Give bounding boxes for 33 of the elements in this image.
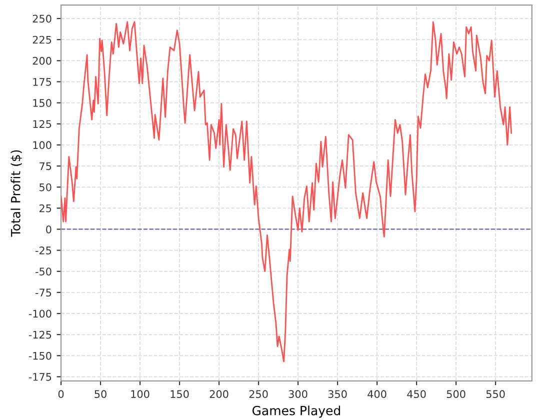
y-tick-label: 75: [40, 162, 52, 170]
y-tick-label: -175: [28, 373, 52, 381]
y-tick-label: -125: [28, 330, 52, 339]
x-tick-label: 0: [58, 390, 64, 398]
x-tick-label: 200: [210, 390, 228, 398]
y-tick-label: 200: [32, 56, 52, 65]
y-tick-label: -25: [35, 246, 52, 254]
x-tick-label: 550: [486, 390, 505, 398]
y-tick-label: 100: [33, 141, 52, 150]
x-tick-label: 100: [131, 390, 150, 398]
y-tick-label: 250: [32, 14, 52, 23]
y-tick-label: 125: [33, 120, 52, 128]
y-tick-label: 25: [40, 204, 52, 212]
y-tick-label: -75: [35, 288, 52, 297]
y-tick-label: 50: [40, 183, 52, 192]
y-tick-label: -50: [35, 268, 52, 276]
x-tick-label: 50: [94, 390, 106, 398]
x-tick-label: 250: [249, 390, 268, 398]
y-tick-label: 225: [32, 36, 52, 44]
line-series: [61, 21, 512, 362]
x-tick-label: 350: [328, 390, 347, 398]
x-tick-label: 400: [368, 390, 386, 398]
y-tick-label: 0: [46, 225, 52, 234]
x-tick-label: 450: [407, 390, 426, 398]
x-tick-label: 150: [170, 390, 189, 398]
y-tick-label: -100: [28, 310, 52, 318]
y-tick-label: 150: [33, 99, 52, 107]
y-tick-label: -150: [28, 352, 52, 360]
x-axis-title: Games Played: [252, 406, 340, 418]
y-axis-title: Total Profit ($): [10, 150, 22, 237]
x-tick-label: 300: [288, 390, 308, 398]
y-tick-label: 175: [33, 78, 52, 86]
x-tick-label: 500: [446, 390, 466, 398]
